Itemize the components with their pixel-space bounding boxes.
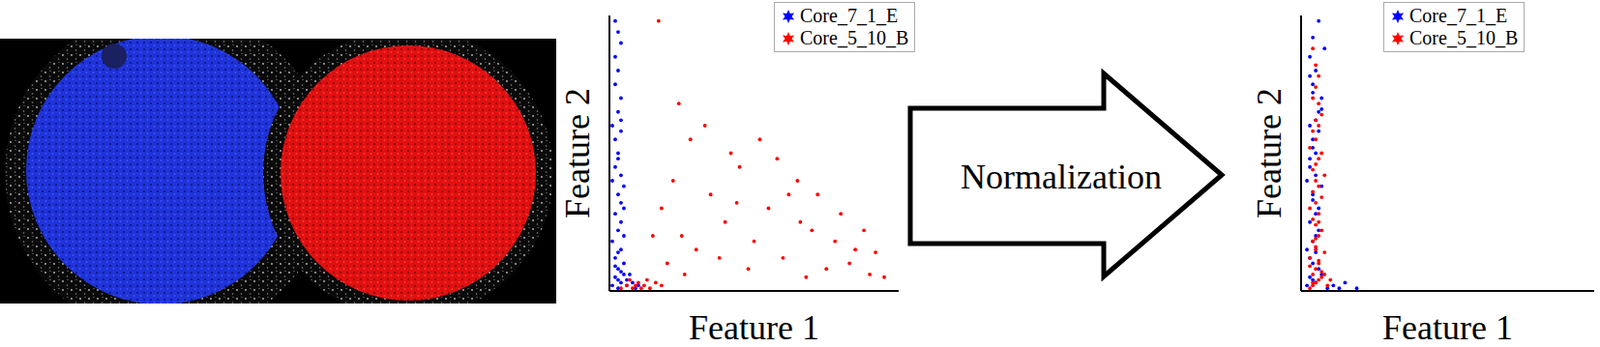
html-text:Core_5_10_B: Core_5_10_B bbox=[800, 27, 909, 49]
svg-text:Feature 1: Feature 1 bbox=[688, 308, 820, 347]
html-text:Core_5_10_B: Core_5_10_B bbox=[1409, 27, 1518, 49]
html-text:Core_7_1_E: Core_7_1_E bbox=[1409, 4, 1508, 27]
html-text:Core_7_1_E: Core_7_1_E bbox=[800, 4, 898, 27]
svg-text:Feature 2: Feature 2 bbox=[1249, 88, 1289, 219]
svg-text:Normalization: Normalization bbox=[960, 157, 1162, 197]
svg-text:Feature 2: Feature 2 bbox=[558, 88, 597, 219]
svg-text:Feature 1: Feature 1 bbox=[1382, 308, 1513, 347]
